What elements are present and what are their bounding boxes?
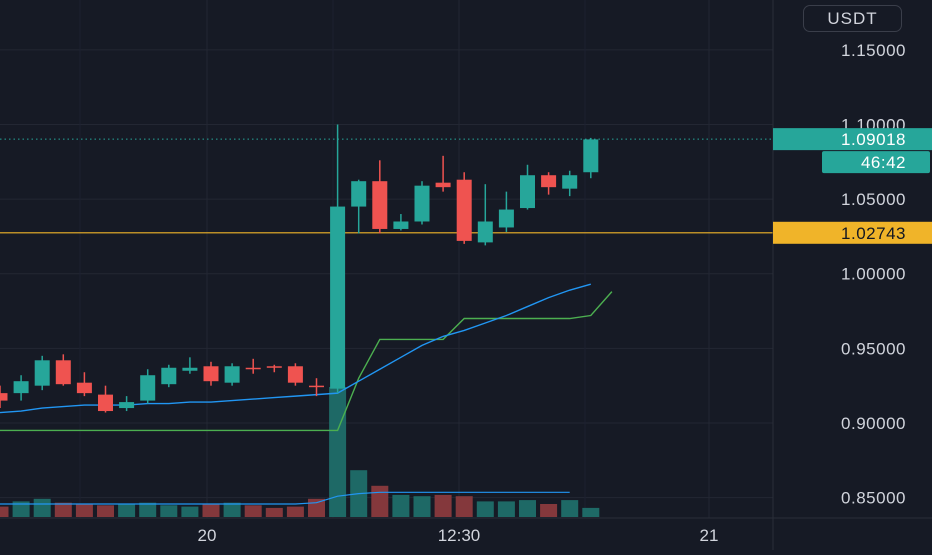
volume-bar [0,506,9,517]
price-tick-label: 0.95000 [841,339,906,358]
countdown-tag [822,151,930,174]
level-price-label: 1.02743 [841,224,906,243]
candle-body [351,181,367,207]
volume-bar [476,501,494,517]
volume-bar [160,505,178,517]
volume-bars [0,387,600,517]
volume-bar [33,498,51,517]
candle-body [245,367,261,370]
candle-body [266,366,282,368]
candle-body [520,175,535,209]
candle-body [161,367,177,385]
candle-body [393,221,409,229]
volume-bar [118,504,136,517]
volume-bar [455,496,473,517]
volume-bar [561,500,579,517]
volume-bar [12,501,30,517]
volume-bar [139,502,157,517]
volume-bar [392,494,410,517]
candle-body [287,366,303,383]
candle-body [76,382,92,394]
candle-body [330,206,346,389]
volume-bar [371,485,389,517]
volume-bar [497,501,515,517]
volume-bar [223,502,241,517]
candle-body [0,393,8,401]
volume-bar [265,507,283,517]
candle-body [562,175,578,189]
candle-body [372,181,388,229]
candle-body [182,367,198,371]
candle-body [583,139,599,173]
currency-selector-button[interactable]: USDT [803,5,902,32]
volume-bar [244,505,262,517]
candle-body [541,175,557,188]
candle-body [203,366,219,382]
time-tick-label: 12:30 [438,526,481,545]
last-price-label: 1.09018 [841,130,906,149]
time-tick-label: 21 [700,526,719,545]
volume-bar [308,498,325,517]
candle-body [140,375,156,401]
candle-body [34,360,50,386]
last-price-tag [773,128,932,151]
candle-body [309,385,324,388]
volume-bar [97,505,114,517]
volume-bar [582,507,600,517]
price-tags: 1.09018 46:42 1.02743 [773,128,932,244]
price-tick-label: 0.90000 [841,414,906,433]
volume-bar [286,506,304,517]
volume-bar [434,494,452,517]
countdown-label: 46:42 [861,153,906,172]
volume-ma-line [0,491,570,505]
candle-body [414,185,430,222]
candles [0,124,599,413]
candle-body [98,394,113,412]
volume-bar [54,502,72,517]
volume-bar [413,496,431,517]
volume-bar [181,506,199,517]
candle-body [435,182,451,188]
candle-body [55,360,71,385]
price-tick-label: 1.15000 [841,41,906,60]
volume-bar [202,504,220,517]
volume-bar [75,504,93,517]
price-tick-label: 1.05000 [841,190,906,209]
candle-body [13,381,29,394]
horizontal-levels [0,138,773,234]
time-tick-label: 20 [198,526,217,545]
price-tick-label: 0.85000 [841,489,906,508]
candle-body [456,179,472,241]
volume-bar [540,504,558,517]
candle-body [224,366,240,383]
ma-slow-line [0,291,613,432]
candle-body [477,221,493,243]
candle-body [119,402,135,409]
price-tick-label: 1.00000 [841,265,906,284]
candle-body [498,209,514,228]
volume-bar [519,500,536,517]
level-price-tag [773,221,932,244]
